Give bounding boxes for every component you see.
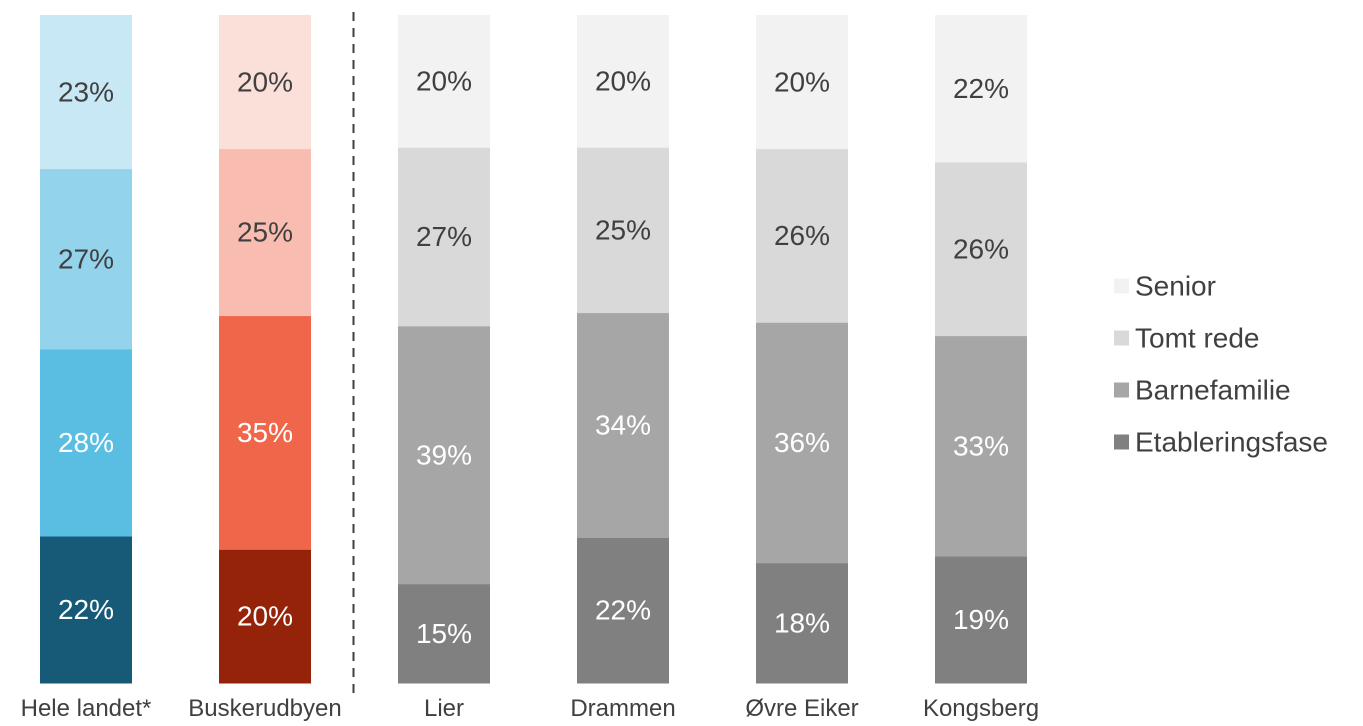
data-label-buskerudbyen-barnefamilie: 35% bbox=[237, 417, 293, 448]
legend-label-barnefamilie: Barnefamilie bbox=[1135, 375, 1291, 406]
category-label-lier: Lier bbox=[424, 695, 464, 722]
bar-segment-buskerudbyen-barnefamilie bbox=[219, 315, 311, 550]
category-label-ovre-eiker: Øvre Eiker bbox=[745, 695, 858, 722]
data-label-hele-landet-tomt-rede: 27% bbox=[58, 243, 114, 274]
bar-segment-ovre-eiker-tomt-rede bbox=[756, 148, 848, 323]
category-label-drammen: Drammen bbox=[570, 695, 675, 722]
data-label-lier-tomt-rede: 27% bbox=[416, 221, 472, 252]
bar-segment-buskerudbyen-senior bbox=[219, 15, 311, 150]
category-label-hele-landet: Hele landet* bbox=[21, 695, 152, 722]
bar-segment-hele-landet-tomt-rede bbox=[40, 168, 132, 350]
bar-segment-lier-barnefamilie bbox=[398, 325, 490, 585]
bar-segment-drammen-tomt-rede bbox=[577, 147, 669, 314]
legend-swatch-etableringsfase bbox=[1114, 434, 1129, 450]
bar-segment-hele-landet-etableringsfase bbox=[40, 536, 132, 684]
bar-segment-ovre-eiker-senior bbox=[756, 15, 848, 150]
data-label-hele-landet-etableringsfase: 22% bbox=[58, 594, 114, 625]
data-label-lier-barnefamilie: 39% bbox=[416, 439, 472, 470]
data-label-kongsberg-tomt-rede: 26% bbox=[953, 233, 1009, 264]
data-label-kongsberg-barnefamilie: 33% bbox=[953, 430, 1009, 461]
bar-segment-ovre-eiker-etableringsfase bbox=[756, 562, 848, 684]
legend-label-senior: Senior bbox=[1135, 271, 1216, 302]
bar-segment-drammen-etableringsfase bbox=[577, 537, 669, 684]
bar-segment-kongsberg-senior bbox=[935, 15, 1027, 163]
data-label-buskerudbyen-etableringsfase: 20% bbox=[237, 601, 293, 632]
bar-segment-buskerudbyen-tomt-rede bbox=[219, 148, 311, 317]
data-label-drammen-senior: 20% bbox=[595, 66, 651, 97]
data-label-ovre-eiker-barnefamilie: 36% bbox=[774, 427, 830, 458]
data-label-hele-landet-senior: 23% bbox=[58, 76, 114, 107]
data-label-hele-landet-barnefamilie: 28% bbox=[58, 427, 114, 458]
data-label-lier-senior: 20% bbox=[416, 66, 472, 97]
legend-swatch-barnefamilie bbox=[1114, 382, 1129, 398]
bar-segment-drammen-barnefamilie bbox=[577, 312, 669, 538]
legend-swatch-senior bbox=[1114, 278, 1129, 294]
data-label-ovre-eiker-senior: 20% bbox=[774, 66, 830, 97]
bar-segment-lier-senior bbox=[398, 15, 490, 148]
data-label-lier-etableringsfase: 15% bbox=[416, 618, 472, 649]
category-label-buskerudbyen: Buskerudbyen bbox=[188, 695, 341, 722]
bar-segment-hele-landet-barnefamilie bbox=[40, 349, 132, 537]
category-label-kongsberg: Kongsberg bbox=[923, 695, 1039, 722]
data-label-kongsberg-senior: 22% bbox=[953, 73, 1009, 104]
bar-segment-lier-tomt-rede bbox=[398, 147, 490, 327]
bar-segment-hele-landet-senior bbox=[40, 15, 132, 170]
legend-swatch-tomt-rede bbox=[1114, 330, 1129, 346]
legend-label-tomt-rede: Tomt rede bbox=[1135, 323, 1260, 354]
bar-segment-kongsberg-barnefamilie bbox=[935, 335, 1027, 557]
data-label-buskerudbyen-tomt-rede: 25% bbox=[237, 217, 293, 248]
category-labels: Hele landet* Buskerudbyen Lier Drammen Øvre … bbox=[21, 695, 1039, 722]
data-label-drammen-etableringsfase: 22% bbox=[595, 595, 651, 626]
legend: Senior Tomt rede Barnefamilie Etableringsfa… bbox=[1114, 271, 1328, 458]
bar-segment-drammen-senior bbox=[577, 15, 669, 148]
data-label-buskerudbyen-senior: 20% bbox=[237, 66, 293, 97]
bar-segment-kongsberg-etableringsfase bbox=[935, 556, 1027, 684]
data-label-ovre-eiker-tomt-rede: 26% bbox=[774, 220, 830, 251]
data-label-kongsberg-etableringsfase: 19% bbox=[953, 604, 1009, 635]
data-label-ovre-eiker-etableringsfase: 18% bbox=[774, 607, 830, 638]
bar-segment-ovre-eiker-barnefamilie bbox=[756, 322, 848, 564]
bars-group: 22% 28% 27% 23% 20% 35% 25% 20% 15% 39% 27% 20% 22% 3… bbox=[40, 15, 1027, 684]
data-label-drammen-barnefamilie: 34% bbox=[595, 410, 651, 441]
bar-segment-buskerudbyen-etableringsfase bbox=[219, 549, 311, 684]
legend-label-etableringsfase: Etableringsfase bbox=[1135, 427, 1328, 458]
data-label-drammen-tomt-rede: 25% bbox=[595, 214, 651, 245]
bar-segment-kongsberg-tomt-rede bbox=[935, 161, 1027, 337]
bar-segment-lier-etableringsfase bbox=[398, 583, 490, 684]
